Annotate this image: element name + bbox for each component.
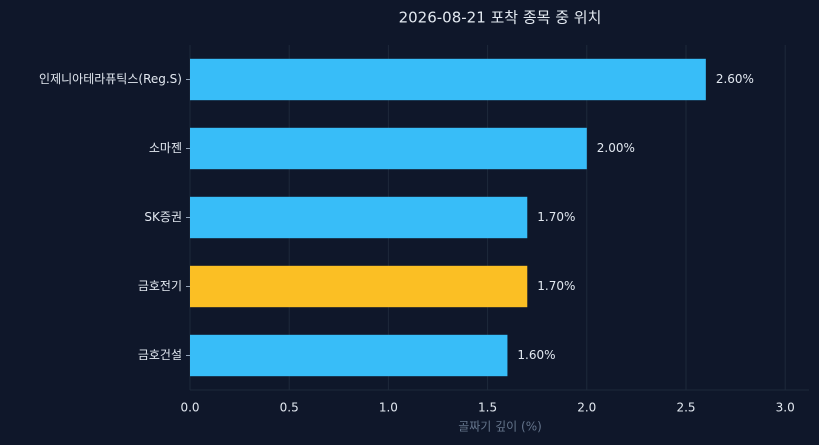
x-axis-label: 골짜기 깊이 (%) (458, 420, 542, 434)
value-label: 2.60% (716, 72, 754, 86)
y-tick-label: 금호전기 (138, 279, 182, 293)
x-tick-label: 3.0 (776, 401, 795, 415)
value-label: 1.70% (537, 210, 575, 224)
x-tick-label: 0.5 (280, 401, 299, 415)
bar (190, 196, 528, 239)
bar (190, 127, 587, 170)
value-label: 2.00% (597, 141, 635, 155)
value-label: 1.70% (537, 279, 575, 293)
x-tick-label: 2.0 (577, 401, 596, 415)
x-tick-label: 0.0 (180, 401, 199, 415)
x-tick-label: 1.0 (379, 401, 398, 415)
chart-title: 2026-08-21 포착 종목 중 위치 (399, 9, 602, 27)
y-tick-label: 인제니아테라퓨틱스(Reg.S) (39, 72, 182, 86)
bar (190, 334, 508, 377)
x-tick-label: 1.5 (478, 401, 497, 415)
x-tick-label: 2.5 (676, 401, 695, 415)
y-tick-label: SK증권 (144, 210, 182, 224)
bar (190, 58, 706, 101)
y-tick-label: 금호건설 (138, 348, 182, 362)
bar (190, 265, 528, 308)
value-label: 1.60% (517, 348, 555, 362)
y-tick-label: 소마젠 (149, 141, 182, 155)
